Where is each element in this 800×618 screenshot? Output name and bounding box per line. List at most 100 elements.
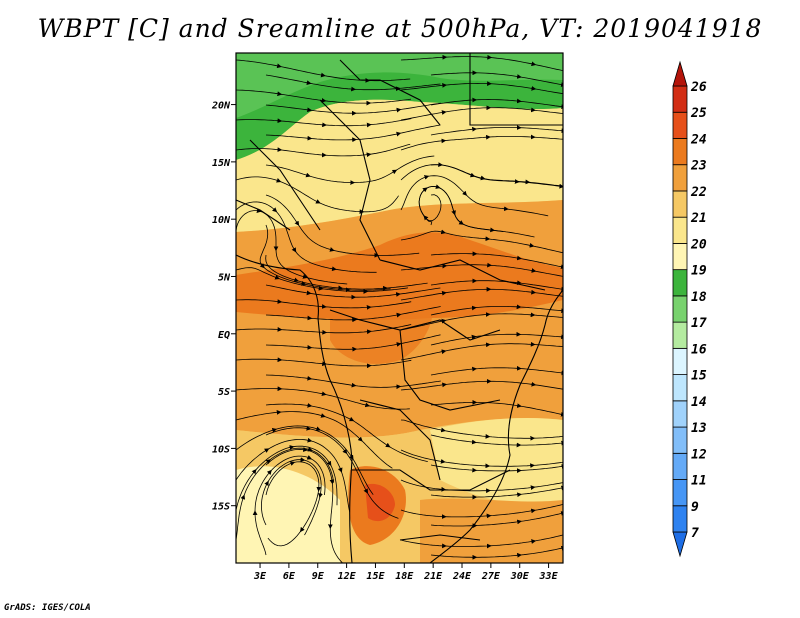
streamline [475, 125, 522, 130]
streamline [366, 492, 399, 519]
streamline [444, 430, 491, 439]
streamline [400, 263, 448, 271]
streamline [270, 455, 313, 472]
colorbar-swatch [672, 452, 688, 480]
streamline [489, 288, 537, 295]
streamline [400, 509, 447, 519]
colorbar-label: 18 [691, 290, 707, 305]
streamline [444, 312, 491, 321]
streamline [265, 461, 296, 496]
streamline [400, 110, 447, 121]
streamline [370, 359, 412, 366]
streamline [475, 253, 522, 261]
lat-label: 15N [212, 158, 231, 169]
streamline [520, 405, 563, 417]
streamline [475, 98, 522, 104]
streamline [418, 187, 433, 226]
streamline [519, 306, 563, 314]
longitude-axis: 3E 6E 9E 12E 15E 18E 21E 24E 27E 30E 33E [253, 563, 559, 582]
streamline [297, 280, 344, 291]
streamline [259, 224, 269, 269]
streamline [309, 175, 356, 185]
streamline [475, 280, 522, 286]
streamline [445, 262, 492, 268]
colorbar-swatch [672, 479, 688, 507]
colorbar-label: 16 [691, 342, 707, 357]
streamline [267, 530, 302, 547]
streamline [565, 457, 606, 466]
streamline [325, 329, 372, 335]
streamline [475, 442, 522, 448]
colorbar-label: 9 [691, 500, 699, 515]
streamline [430, 554, 478, 560]
lat-label: 5N [218, 272, 231, 283]
lon-label: 12E [338, 571, 357, 582]
colorbar-label: 17 [691, 316, 707, 331]
lat-label: EQ [218, 330, 230, 341]
colorbar-swatch [672, 400, 688, 428]
streamline [445, 81, 492, 86]
streamline [490, 264, 537, 273]
streamline [489, 107, 536, 113]
streamline [534, 292, 563, 297]
streamline [309, 292, 357, 300]
streamline [265, 74, 312, 86]
colorbar-swatch [672, 374, 688, 402]
lon-label: 21E [423, 571, 443, 582]
streamline [400, 382, 448, 391]
streamline [520, 545, 563, 556]
streamline [377, 252, 420, 256]
colorbar-label: 12 [691, 447, 707, 462]
streamline [354, 384, 402, 390]
streamline [532, 245, 563, 254]
streamline [361, 440, 393, 469]
chart-title: WBPT [C] and Sreamline at 500hPa, VT: 20… [37, 14, 763, 43]
colorbar-label: 24 [690, 132, 707, 147]
streamline [366, 287, 409, 292]
streamline [254, 469, 272, 512]
streamline [564, 85, 605, 90]
streamline [399, 83, 441, 89]
streamline [330, 464, 338, 506]
streamline [310, 440, 343, 473]
streamline [236, 410, 282, 421]
streamline [368, 78, 411, 82]
map-frame [235, 52, 564, 564]
coastlines [236, 53, 563, 563]
streamline [423, 194, 442, 222]
streamline [430, 366, 477, 376]
streamline [236, 494, 246, 541]
streamline [319, 429, 354, 460]
streamline [236, 448, 270, 481]
streamline [310, 346, 358, 352]
streamline [400, 54, 448, 61]
lon-label: 6E [283, 571, 296, 582]
streamline [534, 503, 563, 511]
streamline [565, 290, 606, 294]
streamline [265, 284, 312, 296]
streamline [310, 378, 357, 388]
streamline [400, 419, 446, 433]
streamline [564, 500, 604, 512]
streamline [475, 492, 522, 498]
streamline [534, 109, 563, 114]
streamline [310, 137, 357, 143]
streamline [475, 468, 522, 473]
streamline [488, 435, 536, 441]
lon-label: 18E [395, 571, 414, 582]
lat-label: 20N [211, 101, 231, 112]
streamline [534, 270, 563, 277]
lon-label: 33E [539, 571, 559, 582]
streamline [265, 194, 300, 226]
streamline [354, 86, 401, 92]
streamline [520, 464, 563, 471]
streamline [533, 435, 563, 439]
streamline [306, 277, 348, 285]
streamline [265, 254, 300, 283]
streamline [340, 471, 351, 512]
colorbar-label: 25 [690, 106, 707, 121]
streamline [325, 363, 372, 369]
streamline [565, 436, 606, 443]
streamline [325, 122, 372, 128]
streamline [565, 477, 605, 488]
